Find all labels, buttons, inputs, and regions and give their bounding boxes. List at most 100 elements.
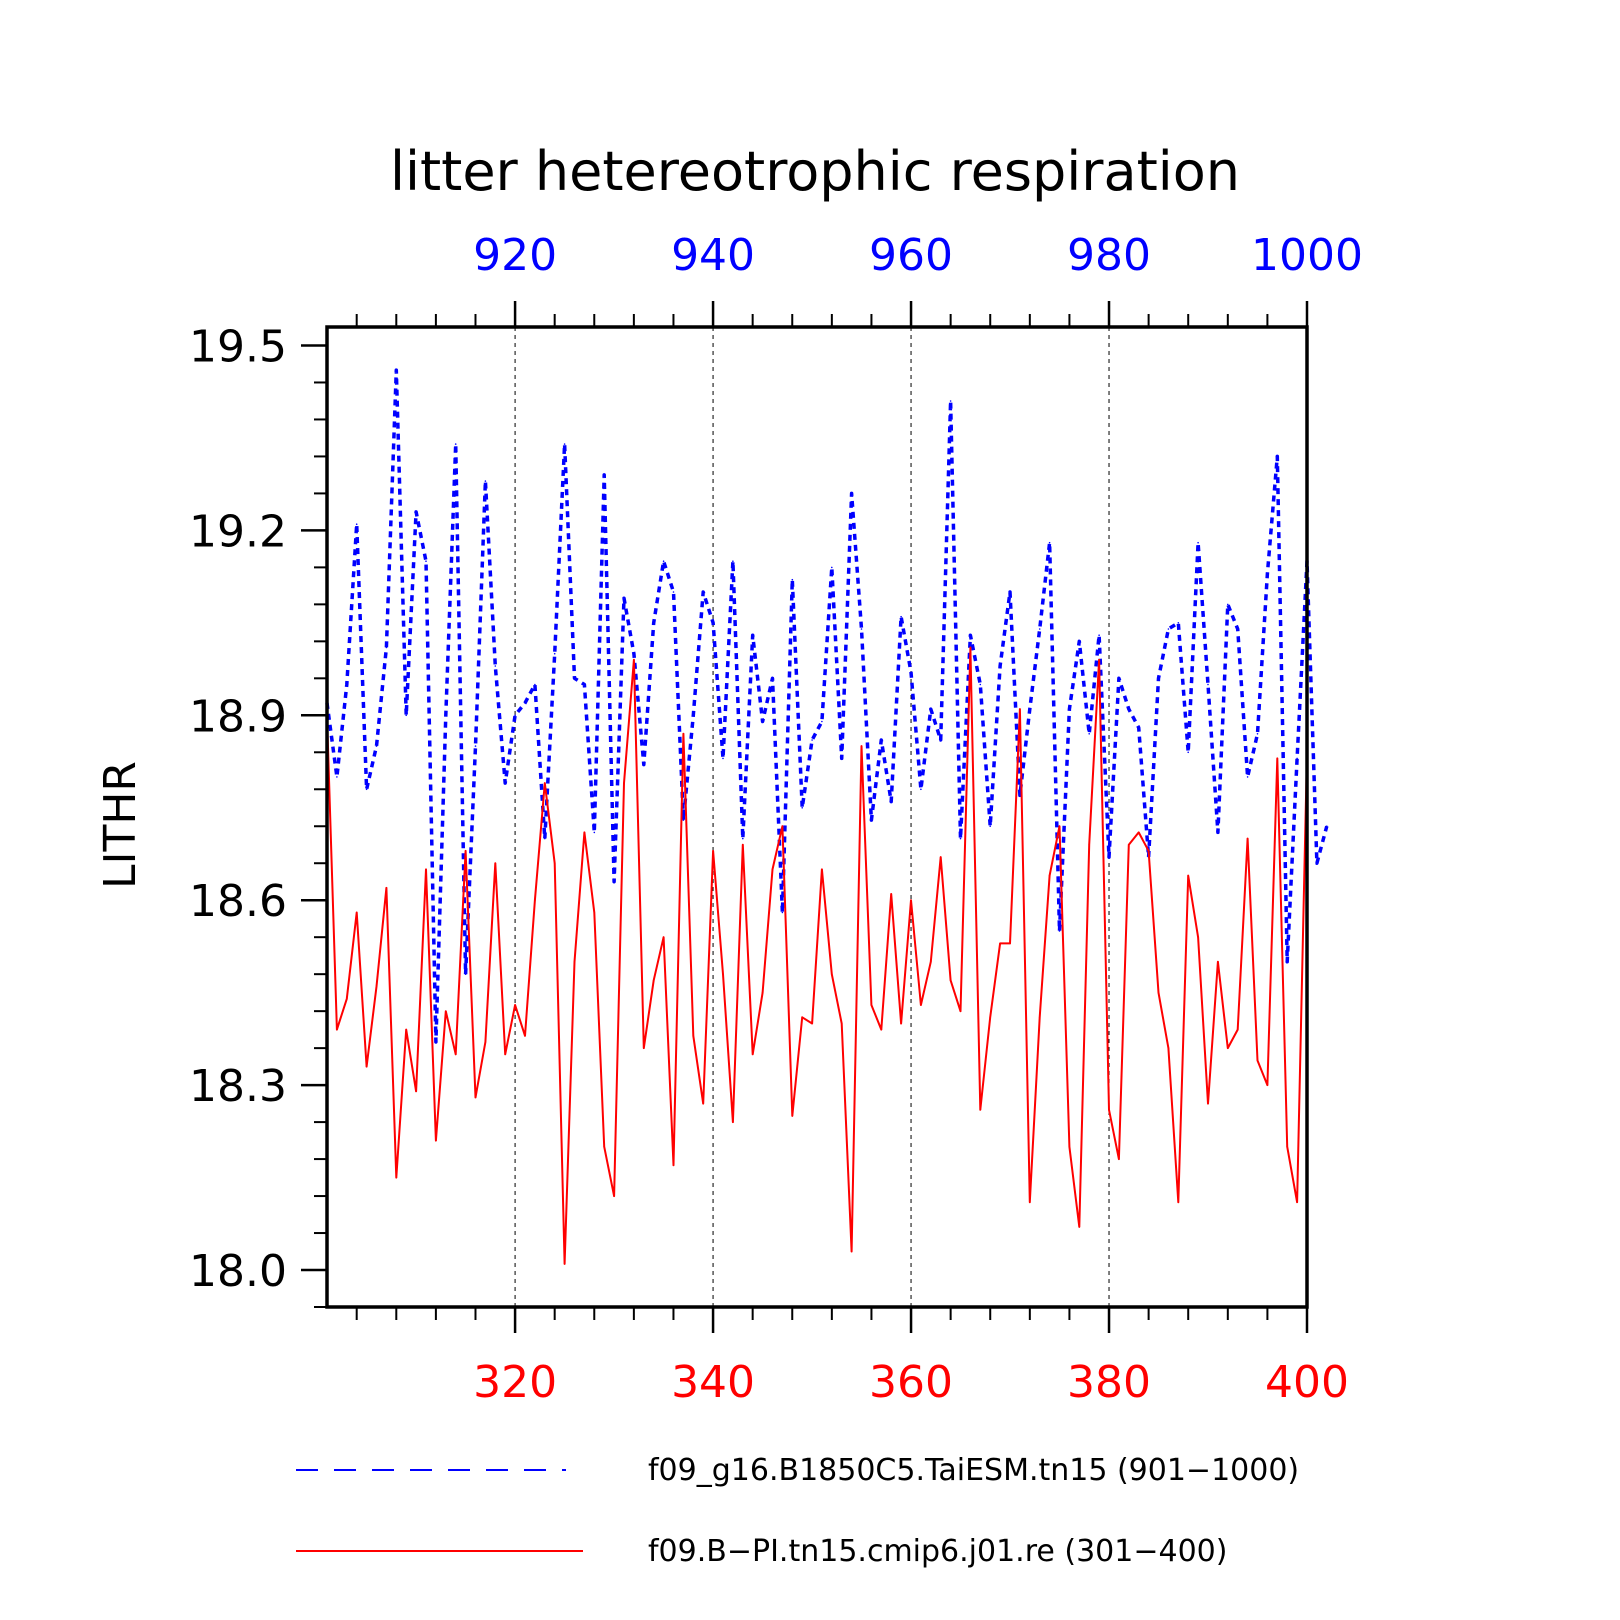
bottom-x-tick-label: 400 bbox=[1265, 1357, 1349, 1408]
data-point-series-1 bbox=[623, 597, 625, 599]
data-point-series-1 bbox=[692, 714, 695, 717]
data-point-series-2 bbox=[563, 1263, 566, 1265]
data-point-series-1 bbox=[682, 819, 685, 821]
data-point-series-2 bbox=[989, 1016, 991, 1019]
data-point-series-1 bbox=[1078, 640, 1081, 643]
y-axis-label: LITHR bbox=[95, 761, 146, 889]
data-point-series-1 bbox=[445, 714, 447, 717]
data-point-series-2 bbox=[1038, 1016, 1041, 1019]
plot-frame bbox=[325, 325, 1309, 1309]
data-point-series-2 bbox=[880, 1028, 883, 1031]
data-point-series-2 bbox=[1098, 659, 1100, 661]
data-point-series-1 bbox=[969, 634, 972, 636]
data-point-series-1 bbox=[1286, 961, 1288, 963]
data-point-series-1 bbox=[1058, 930, 1061, 932]
data-point-series-1 bbox=[1187, 751, 1189, 754]
data-point-series-2 bbox=[791, 1115, 794, 1117]
data-point-series-1 bbox=[1316, 862, 1318, 864]
data-point-series-2 bbox=[603, 1145, 605, 1148]
data-point-series-2 bbox=[1068, 1145, 1071, 1148]
data-point-series-2 bbox=[1058, 825, 1061, 827]
data-point-series-1 bbox=[771, 677, 774, 680]
data-point-series-2 bbox=[652, 979, 655, 982]
data-point-series-2 bbox=[1019, 708, 1021, 710]
data-point-series-1 bbox=[573, 677, 576, 680]
data-point-series-1 bbox=[1197, 541, 1199, 544]
data-point-series-2 bbox=[742, 843, 744, 846]
data-point-series-1 bbox=[1207, 683, 1209, 686]
data-point-series-1 bbox=[1177, 622, 1180, 624]
data-point-series-2 bbox=[573, 961, 576, 963]
data-point-series-1 bbox=[722, 757, 724, 760]
data-point-series-1 bbox=[1157, 677, 1160, 680]
data-point-series-1 bbox=[1009, 591, 1011, 593]
data-point-series-2 bbox=[702, 1102, 704, 1105]
data-point-series-1 bbox=[1167, 628, 1170, 630]
data-point-series-1 bbox=[484, 480, 487, 482]
data-point-series-2 bbox=[643, 1047, 645, 1049]
data-point-series-2 bbox=[900, 1022, 902, 1025]
data-point-series-1 bbox=[643, 763, 645, 766]
data-point-series-1 bbox=[1029, 708, 1031, 710]
data-point-series-2 bbox=[999, 942, 1001, 945]
data-point-series-1 bbox=[395, 369, 398, 371]
data-point-series-1 bbox=[1326, 825, 1328, 827]
y-tick-label: 18.0 bbox=[189, 1246, 287, 1297]
data-point-series-2 bbox=[1236, 1028, 1239, 1031]
data-point-series-1 bbox=[1088, 733, 1090, 735]
data-point-series-2 bbox=[1078, 1226, 1081, 1228]
data-point-series-2 bbox=[1108, 1109, 1110, 1111]
data-point-series-1 bbox=[1256, 733, 1259, 735]
data-point-series-1 bbox=[831, 566, 833, 569]
data-point-series-1 bbox=[454, 443, 457, 445]
data-point-series-1 bbox=[1227, 603, 1229, 606]
data-point-series-1 bbox=[999, 665, 1001, 667]
top-x-tick-label: 920 bbox=[473, 230, 557, 281]
data-point-series-2 bbox=[959, 1010, 962, 1012]
data-point-series-1 bbox=[1128, 708, 1130, 710]
data-point-series-2 bbox=[484, 1041, 487, 1043]
data-point-series-2 bbox=[1276, 757, 1279, 760]
data-point-series-2 bbox=[544, 782, 546, 784]
data-point-series-2 bbox=[751, 1053, 754, 1056]
data-point-series-1 bbox=[811, 739, 813, 741]
top-x-tick-label: 940 bbox=[671, 230, 755, 281]
data-point-series-1 bbox=[930, 708, 932, 710]
data-point-series-2 bbox=[355, 911, 358, 914]
data-point-series-2 bbox=[1296, 1201, 1298, 1203]
data-point-series-2 bbox=[949, 979, 952, 982]
data-point-series-2 bbox=[672, 1164, 675, 1166]
grid-lines bbox=[514, 327, 1110, 1307]
data-point-series-2 bbox=[662, 936, 665, 938]
data-point-series-1 bbox=[989, 825, 991, 827]
data-point-series-2 bbox=[514, 1004, 516, 1006]
data-point-series-1 bbox=[1266, 572, 1269, 575]
data-point-series-2 bbox=[801, 1016, 803, 1019]
data-point-series-1 bbox=[375, 745, 378, 747]
data-point-series-2 bbox=[1137, 831, 1140, 834]
data-point-series-2 bbox=[365, 1065, 368, 1068]
top-x-tick-label: 960 bbox=[869, 230, 953, 281]
data-point-series-2 bbox=[385, 887, 388, 889]
data-point-series-2 bbox=[821, 868, 823, 871]
data-point-series-2 bbox=[1177, 1201, 1180, 1203]
data-point-series-2 bbox=[1088, 843, 1090, 846]
data-point-series-1 bbox=[702, 591, 704, 593]
legend-label-series-2: f09.B−PI.tn15.cmip6.j01.re (301−400) bbox=[648, 1534, 1227, 1569]
data-point-series-2 bbox=[1286, 1145, 1288, 1148]
data-point-series-2 bbox=[1187, 874, 1189, 877]
data-point-series-2 bbox=[425, 868, 427, 871]
data-point-series-2 bbox=[435, 1139, 437, 1142]
bottom-x-tick-label: 380 bbox=[1067, 1357, 1151, 1408]
data-point-series-2 bbox=[870, 1004, 873, 1006]
data-point-series-2 bbox=[405, 1028, 408, 1031]
data-point-series-1 bbox=[385, 646, 388, 649]
data-point-series-1 bbox=[1236, 628, 1239, 630]
data-point-series-2 bbox=[464, 850, 467, 852]
data-point-series-1 bbox=[1048, 541, 1051, 544]
data-point-series-2 bbox=[1197, 936, 1199, 938]
data-point-series-2 bbox=[1048, 874, 1051, 877]
data-point-series-1 bbox=[880, 739, 883, 741]
y-tick-label: 18.3 bbox=[189, 1061, 287, 1112]
